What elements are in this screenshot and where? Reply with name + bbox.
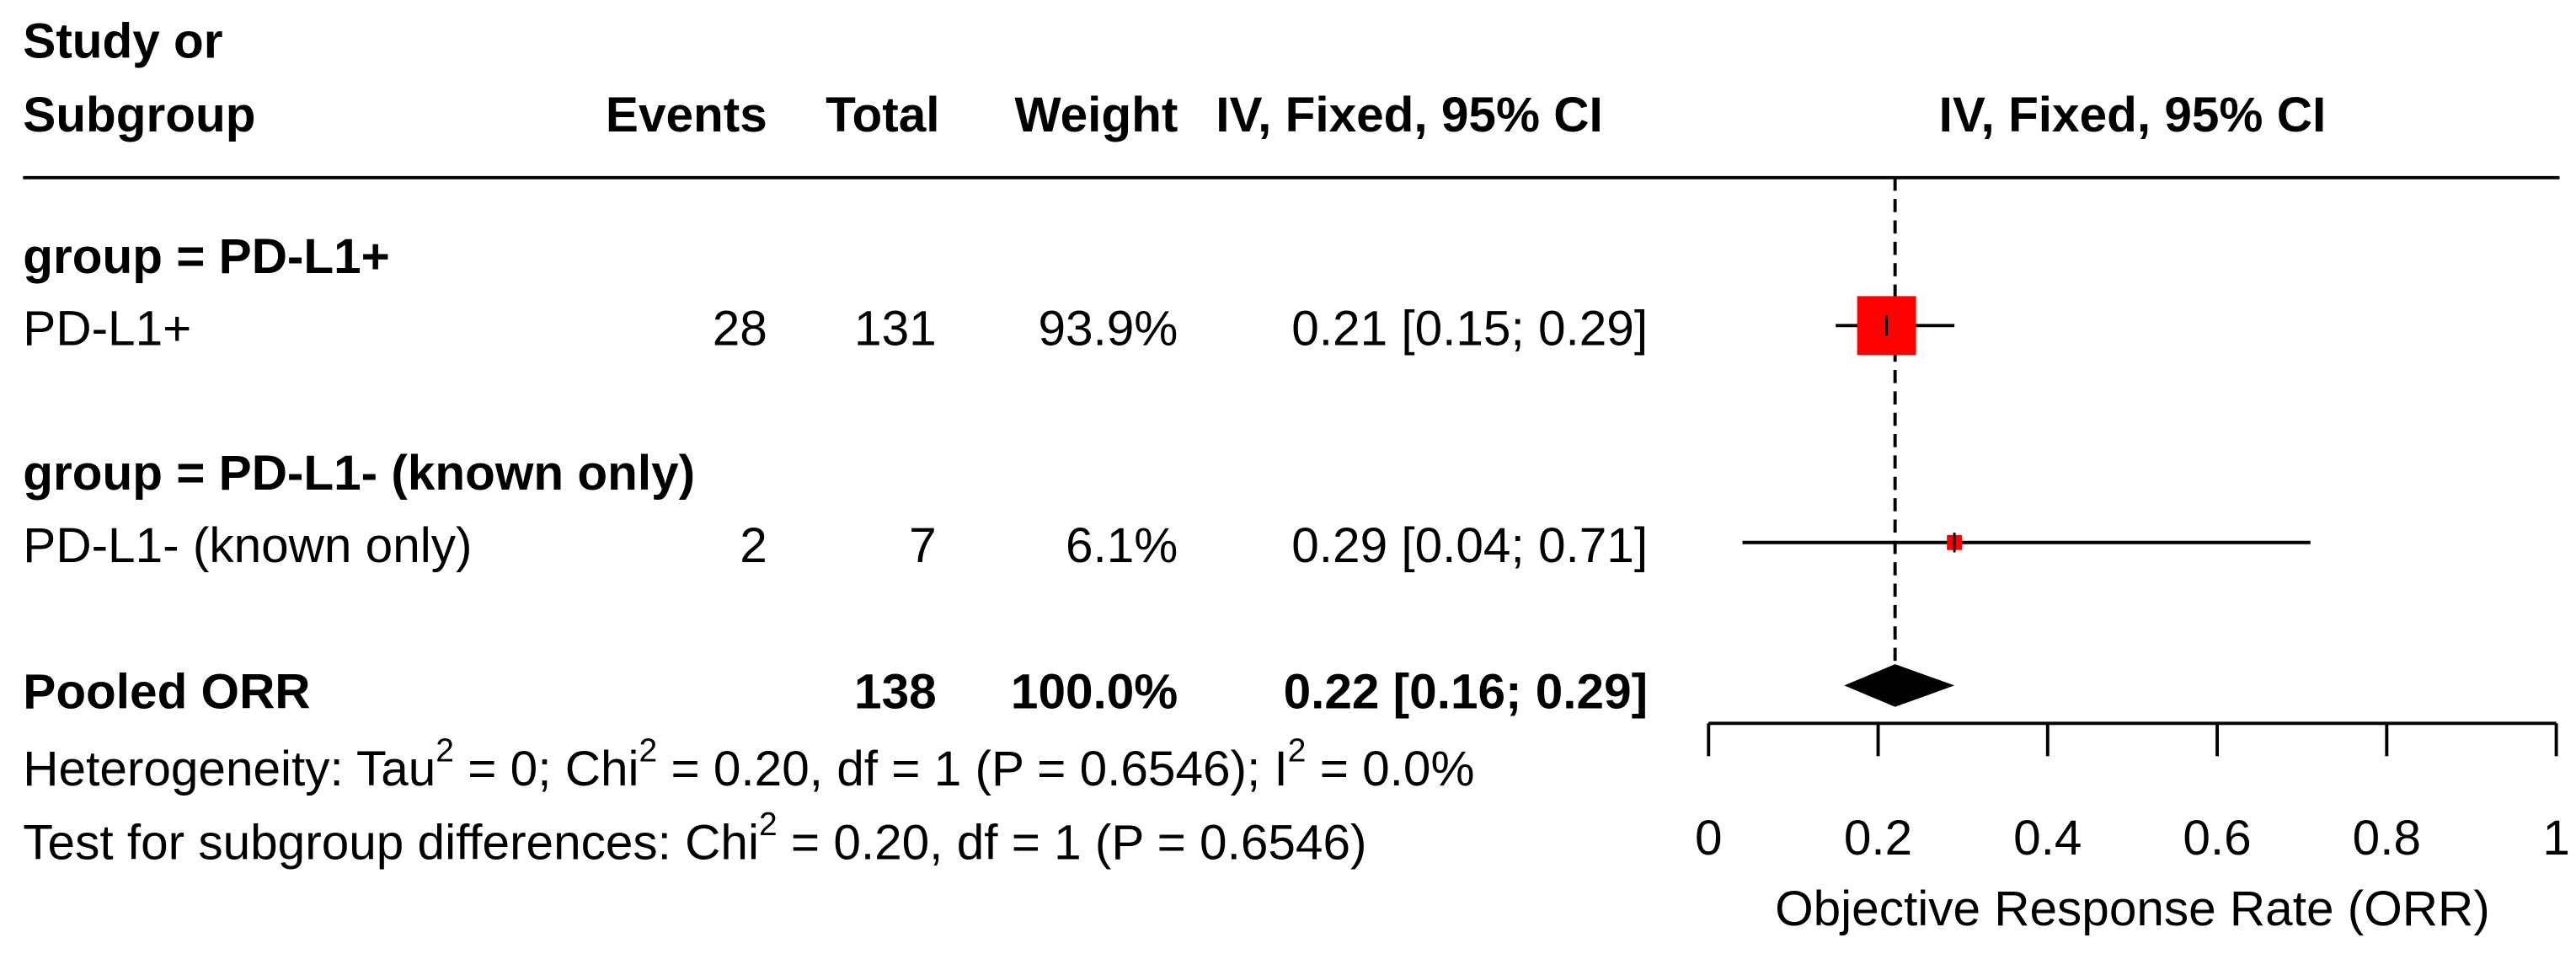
events: 2	[740, 518, 767, 573]
study-header: Study or	[23, 13, 222, 68]
pooled-name: Pooled ORR	[23, 665, 310, 720]
subgroup-test: Test for subgroup differences: Chi2 = 0.…	[23, 807, 1366, 871]
study-name: PD-L1- (known only)	[23, 518, 472, 573]
ci-text: 0.21 [0.15; 0.29]	[1291, 302, 1648, 356]
x-tick-label: 0.2	[1844, 811, 1912, 865]
weight: 93.9%	[1038, 302, 1178, 356]
group-label: group = PD-L1+	[23, 229, 390, 284]
x-tick-label: 0.8	[2353, 811, 2421, 865]
x-axis-label: Objective Response Rate (ORR)	[1775, 882, 2490, 936]
text-run: = 0.0%	[1306, 742, 1474, 796]
x-tick-label: 0.4	[2013, 811, 2082, 865]
heterogeneity: Heterogeneity: Tau2 = 0; Chi2 = 0.20, df…	[23, 733, 1474, 797]
text-run: Test for subgroup differences: Chi	[23, 816, 759, 871]
plot-header: IV, Fixed, 95% CI	[1939, 88, 2327, 142]
pooled-total: 138	[854, 665, 937, 720]
superscript: 2	[1288, 733, 1307, 769]
group-label: group = PD-L1- (known only)	[23, 446, 695, 501]
x-tick-label: 0	[1695, 811, 1723, 865]
ci-text: 0.29 [0.04; 0.71]	[1291, 518, 1648, 573]
events-header: Events	[606, 88, 767, 142]
ci-header: IV, Fixed, 95% CI	[1216, 88, 1603, 142]
text-run: = 0.20, df = 1 (P = 0.6546); I	[657, 742, 1288, 796]
total: 131	[854, 302, 937, 356]
total: 7	[909, 518, 937, 573]
pooled-ci: 0.22 [0.16; 0.29]	[1284, 665, 1649, 720]
weight-header: Weight	[1014, 88, 1178, 142]
events: 28	[713, 302, 767, 356]
text-run: = 0.20, df = 1 (P = 0.6546)	[778, 816, 1367, 871]
study-header: Subgroup	[23, 88, 255, 142]
x-tick-label: 0.6	[2183, 811, 2251, 865]
superscript: 2	[639, 733, 658, 769]
pooled-weight: 100.0%	[1011, 665, 1178, 720]
superscript: 2	[759, 807, 778, 843]
text-run: Heterogeneity: Tau	[23, 742, 436, 796]
weight: 6.1%	[1066, 518, 1178, 573]
x-tick-label: 1	[2542, 811, 2570, 865]
total-header: Total	[826, 88, 939, 142]
superscript: 2	[436, 733, 454, 769]
pooled-diamond	[1844, 664, 1955, 707]
study-name: PD-L1+	[23, 302, 191, 356]
text-run: = 0; Chi	[454, 742, 639, 796]
